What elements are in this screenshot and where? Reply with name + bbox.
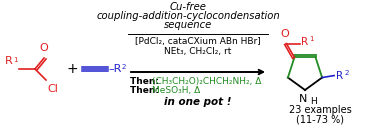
Text: R: R — [5, 56, 13, 66]
Text: 2: 2 — [122, 64, 126, 70]
Text: 23 examples: 23 examples — [289, 105, 351, 115]
Text: –R: –R — [108, 64, 121, 74]
Text: [PdCl₂, cataCXium ABn HBr]: [PdCl₂, cataCXium ABn HBr] — [135, 37, 261, 46]
Text: Then:: Then: — [130, 86, 162, 95]
Text: 2: 2 — [344, 70, 348, 76]
Text: coupling-addition-cyclocondensation: coupling-addition-cyclocondensation — [96, 11, 280, 21]
Text: in one pot !: in one pot ! — [164, 97, 232, 107]
Text: Then:: Then: — [130, 77, 162, 86]
Text: R: R — [302, 37, 308, 47]
Text: O: O — [280, 29, 289, 39]
Text: Cl: Cl — [47, 84, 58, 94]
Text: 1: 1 — [13, 57, 17, 63]
Text: (11-73 %): (11-73 %) — [296, 114, 344, 124]
Text: Cu-free: Cu-free — [170, 2, 207, 12]
Text: NEt₃, CH₂Cl₂, rt: NEt₃, CH₂Cl₂, rt — [164, 47, 232, 56]
Text: H: H — [310, 97, 317, 106]
Text: (CH₃CH₂O)₂CHCH₂NH₂, Δ: (CH₃CH₂O)₂CHCH₂NH₂, Δ — [152, 77, 261, 86]
Text: MeSO₃H, Δ: MeSO₃H, Δ — [152, 86, 200, 95]
Text: sequence: sequence — [164, 20, 212, 30]
Text: O: O — [40, 43, 48, 53]
Text: R: R — [336, 71, 343, 81]
Text: +: + — [66, 62, 78, 76]
Text: N: N — [299, 94, 307, 104]
Text: 1: 1 — [310, 36, 314, 42]
